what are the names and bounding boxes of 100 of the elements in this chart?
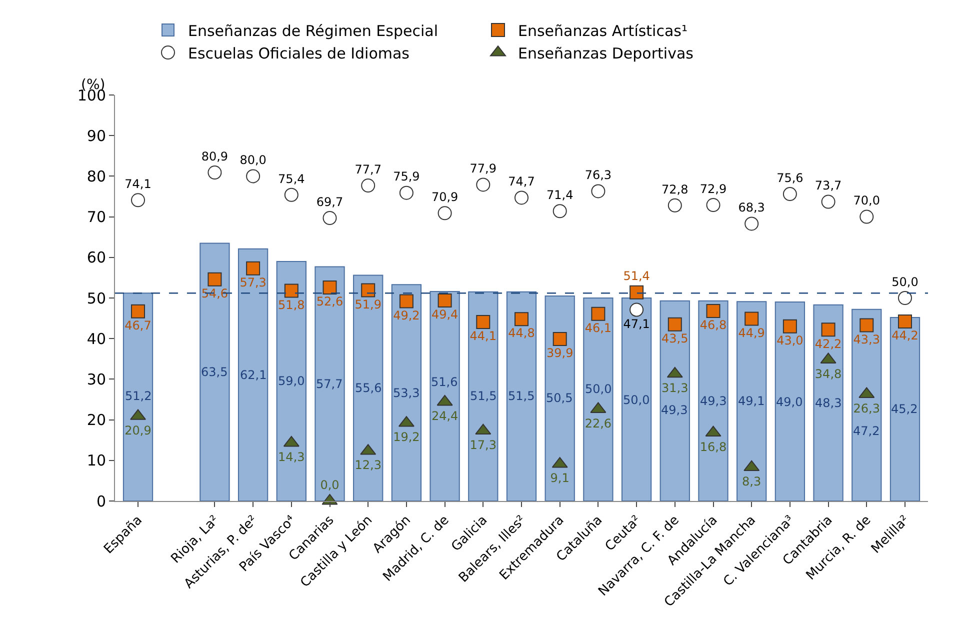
data-label: 31,3 [662, 381, 688, 396]
data-label: 52,6 [316, 294, 344, 309]
legend-label: Enseñanzas Artísticas¹ [518, 22, 688, 40]
bar [660, 300, 690, 501]
point [246, 261, 260, 276]
data-label: 80,9 [201, 149, 228, 164]
data-label: 9,1 [550, 471, 570, 486]
data-label: 55,6 [355, 381, 382, 395]
data-label: 51,5 [470, 389, 497, 403]
point [208, 272, 222, 286]
data-label: 49,2 [393, 308, 420, 322]
data-label: 70,9 [431, 190, 458, 204]
bar [468, 291, 498, 501]
data-label: 8,3 [742, 474, 762, 488]
data-label: 47,2 [853, 424, 880, 438]
data-label: 46,8 [700, 318, 727, 332]
data-label: 77,7 [354, 162, 382, 176]
data-label: 34,8 [814, 366, 842, 381]
data-label: 49,3 [661, 403, 688, 417]
bar [698, 300, 728, 501]
data-label: 16,8 [700, 440, 727, 454]
bar [391, 284, 422, 501]
bar [736, 301, 767, 501]
data-label: 49,4 [431, 308, 458, 322]
data-label: 75,6 [776, 170, 804, 185]
bar [430, 291, 460, 501]
data-label: 22,6 [584, 416, 612, 430]
y-tick-label: 10 [86, 452, 106, 470]
y-tick-label: 30 [86, 370, 106, 388]
point [591, 306, 606, 321]
data-label: 53,3 [393, 386, 420, 400]
bar [544, 295, 575, 501]
y-tick-label: 70 [86, 208, 106, 226]
bar [238, 248, 268, 501]
data-label: 43,5 [662, 332, 688, 346]
data-label: 46,7 [124, 318, 152, 333]
data-label: 63,5 [201, 365, 228, 379]
bar [583, 298, 614, 501]
data-label: 43,0 [776, 334, 804, 348]
data-label: 19,2 [393, 430, 420, 444]
y-tick-label: 20 [86, 411, 106, 430]
data-label: 75,9 [393, 170, 420, 184]
bar [890, 316, 920, 501]
point [821, 322, 836, 337]
data-label: 45,2 [891, 402, 918, 416]
data-label: 44,9 [738, 326, 765, 340]
data-label: 50,0 [623, 393, 650, 407]
data-label: 51,2 [125, 389, 152, 403]
data-label: 69,7 [316, 194, 344, 209]
point [552, 332, 567, 346]
data-label: 51,9 [354, 297, 382, 312]
data-label: 73,7 [814, 178, 842, 193]
data-label: 49,0 [776, 395, 803, 409]
data-label: 74,7 [508, 174, 535, 189]
data-label: 59,0 [278, 374, 305, 388]
data-label: 50,0 [892, 274, 918, 289]
point [476, 314, 490, 329]
point [438, 293, 452, 308]
data-label: 76,3 [584, 168, 612, 182]
point [630, 302, 644, 317]
y-tick-label: 0 [96, 492, 106, 510]
point [782, 319, 797, 334]
point [706, 304, 720, 318]
data-label: 44,2 [892, 328, 918, 343]
data-label: 62,1 [240, 368, 267, 382]
data-label: 72,9 [700, 182, 727, 196]
legend-label: Enseñanzas de Régimen Especial [188, 22, 438, 40]
data-label: 57,7 [316, 377, 343, 391]
data-label: 39,9 [546, 346, 574, 360]
data-label: 75,4 [278, 172, 305, 186]
data-label: 68,3 [738, 200, 765, 215]
data-label: 51,4 [623, 269, 650, 284]
data-label: 0,0 [320, 478, 340, 492]
bar [200, 242, 230, 501]
data-label: 51,8 [278, 298, 305, 312]
data-label: 26,3 [853, 401, 880, 416]
data-label: 47,1 [623, 316, 650, 331]
data-label: 51,5 [508, 389, 535, 403]
point [668, 317, 682, 332]
bar [621, 298, 652, 501]
point [744, 312, 759, 326]
data-label: 70,0 [853, 194, 880, 208]
data-label: 12,3 [354, 458, 382, 472]
data-label: 24,4 [431, 409, 458, 424]
point [860, 318, 874, 332]
data-label: 44,8 [508, 326, 535, 340]
legend-label: Escuelas Oficiales de Idiomas [188, 44, 410, 62]
bar [314, 266, 345, 501]
data-label: 49,1 [738, 394, 765, 408]
point [131, 304, 146, 318]
data-label: 71,4 [546, 188, 574, 202]
y-tick-label: 90 [86, 126, 106, 145]
bar [813, 304, 844, 501]
data-label: 50,0 [585, 382, 612, 396]
data-label: 51,6 [431, 375, 458, 389]
data-label: 50,5 [546, 391, 573, 405]
point [399, 294, 414, 308]
y-tick-label: 80 [86, 167, 106, 186]
y-tick-label: 40 [86, 330, 106, 348]
data-label: 46,1 [584, 320, 612, 335]
